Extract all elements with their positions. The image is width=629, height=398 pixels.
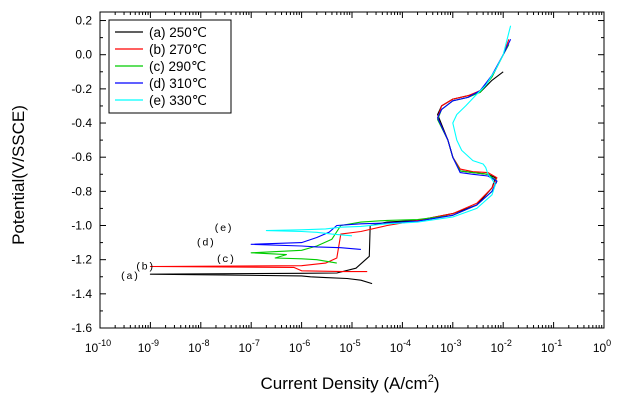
y-tick-label: -0.4 — [71, 116, 92, 130]
series-line-2 — [149, 39, 510, 273]
legend-label-2: (b) 270℃ — [149, 42, 207, 57]
series-line-5 — [265, 25, 512, 237]
x-axis-label: Current Density (A/cm2) — [261, 373, 440, 393]
y-tick-label: -1.4 — [71, 287, 92, 301]
y-tick-label: -1.6 — [71, 321, 92, 335]
y-tick-label: 0.0 — [75, 48, 92, 62]
series-annotation-2: (b) — [135, 262, 154, 274]
y-tick-label: 0.2 — [75, 14, 92, 28]
axis-ticks: 10-10 10-9 10-8 10-7 10-6 10-5 10-4 10-3 10-2 10-… — [71, 12, 611, 355]
series-line-4 — [250, 39, 512, 250]
x-tick-label: 10-4 — [390, 338, 411, 355]
y-tick-label: -0.8 — [71, 184, 92, 198]
series-annotations: (a)(b) (c)(d) (e) — [120, 223, 235, 283]
x-tick-label: 10-2 — [491, 338, 512, 355]
x-tick-label: 10-8 — [188, 338, 209, 355]
x-axis-label-end: ) — [434, 374, 440, 393]
legend-label-3: (c) 290℃ — [149, 59, 206, 74]
legend-label-4: (d) 310℃ — [149, 76, 207, 91]
legend-label-5: (e) 330℃ — [149, 93, 207, 108]
series-annotation-5: (e) — [214, 223, 233, 235]
x-axis-label-sup: 2 — [428, 373, 434, 385]
y-tick-label: -1.2 — [71, 253, 92, 267]
legend-label-1: (a) 250℃ — [149, 25, 207, 40]
x-tick-label: 10-10 — [85, 338, 111, 355]
series-annotation-4: (d) — [196, 238, 215, 250]
legend: (a) 250℃ (b) 270℃ (c) 290℃ (d) 310℃ (e) 330℃ — [108, 19, 232, 114]
x-tick-label: 10-1 — [541, 338, 562, 355]
x-tick-label: 100 — [593, 338, 611, 355]
y-tick-label: -1.0 — [71, 219, 92, 233]
x-tick-label: 10-7 — [239, 338, 260, 355]
x-tick-label: 10-3 — [440, 338, 461, 355]
plot-lines — [149, 25, 512, 285]
series-annotation-1: (a) — [120, 271, 139, 283]
x-axis-label-text: Current Density (A/cm — [261, 374, 428, 393]
x-tick-label: 10-9 — [138, 338, 159, 355]
y-axis-label: Potential(V/SSCE) — [9, 105, 28, 245]
y-tick-label: -0.6 — [71, 150, 92, 164]
series-annotation-3: (c) — [216, 254, 235, 266]
y-tick-label: -0.2 — [71, 82, 92, 96]
x-tick-label: 10-5 — [339, 338, 360, 355]
x-tick-label: 10-6 — [289, 338, 310, 355]
